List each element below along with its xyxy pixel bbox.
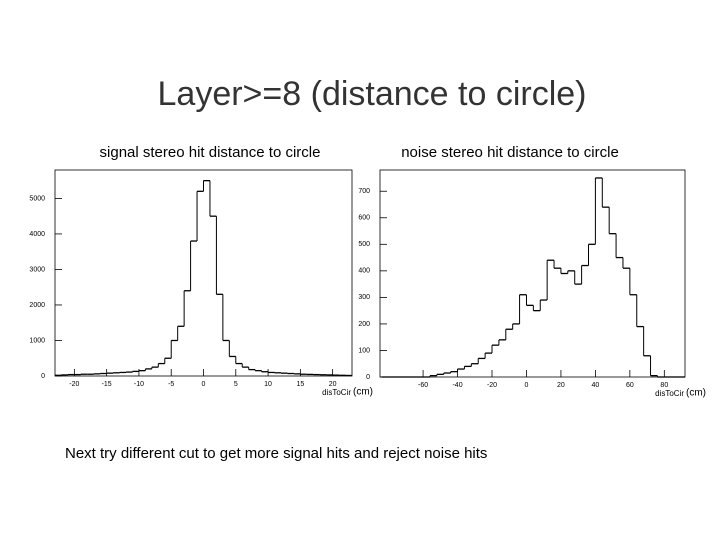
y-tick-label: 0: [41, 373, 45, 380]
y-tick-label: 100: [358, 347, 370, 354]
x-axis-label: disToCir: [655, 389, 684, 398]
plot-frame: [379, 169, 686, 378]
x-tick-label: 10: [264, 381, 272, 388]
y-tick-label: 200: [358, 321, 370, 328]
x-tick-label: 20: [557, 382, 565, 389]
y-tick-label: 300: [358, 294, 370, 301]
y-tick-label: 3000: [29, 266, 45, 273]
x-tick-label: 15: [296, 381, 304, 388]
x-axis-unit: (cm): [686, 388, 706, 399]
x-tick-label: -60: [418, 382, 428, 389]
x-axis-label: disToCir: [322, 388, 351, 397]
x-tick-label: 0: [525, 382, 529, 389]
caption: Next try different cut to get more signa…: [65, 445, 487, 462]
y-tick-label: 0: [366, 374, 370, 381]
y-tick-label: 700: [358, 188, 370, 195]
x-tick-label: -15: [102, 381, 112, 388]
y-tick-label: 400: [358, 268, 370, 275]
x-tick-label: -20: [69, 381, 79, 388]
x-tick-label: 40: [591, 382, 599, 389]
x-axis-unit: (cm): [353, 387, 373, 398]
x-tick-label: -40: [452, 382, 462, 389]
x-tick-label: 5: [234, 381, 238, 388]
y-tick-label: 2000: [29, 302, 45, 309]
x-tick-label: -10: [134, 381, 144, 388]
x-tick-label: -5: [168, 381, 174, 388]
y-tick-label: 1000: [29, 337, 45, 344]
x-tick-label: 0: [202, 381, 206, 388]
x-tick-label: 60: [626, 382, 634, 389]
chart-title: noise stereo hit distance to circle: [401, 144, 619, 161]
y-tick-label: 4000: [29, 231, 45, 238]
x-tick-label: 80: [660, 382, 668, 389]
y-tick-label: 600: [358, 215, 370, 222]
chart-title: signal stereo hit distance to circle: [100, 144, 321, 161]
x-tick-label: -20: [487, 382, 497, 389]
y-tick-label: 500: [358, 241, 370, 248]
x-tick-label: 20: [329, 381, 337, 388]
slide-title: Layer>=8 (distance to circle): [158, 75, 587, 113]
y-tick-label: 5000: [29, 195, 45, 202]
